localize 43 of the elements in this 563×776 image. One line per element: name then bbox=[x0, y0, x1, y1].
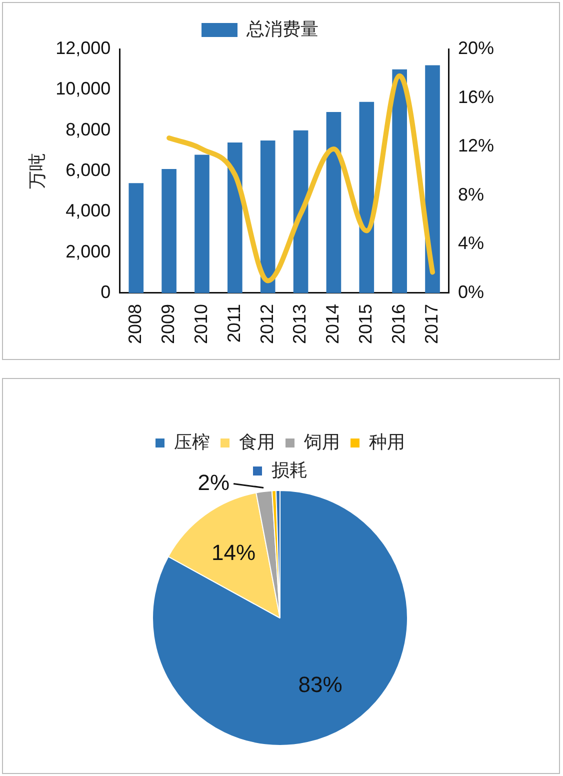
bar bbox=[260, 140, 276, 293]
bar bbox=[128, 183, 144, 293]
y2-tick-label: 20% bbox=[458, 38, 494, 58]
bar bbox=[359, 102, 374, 293]
y2-tick-label: 0% bbox=[458, 282, 484, 302]
y2-tick-label: 12% bbox=[458, 136, 494, 156]
y2-tick-label: 4% bbox=[458, 233, 484, 254]
y-tick-label: 8,000 bbox=[66, 119, 111, 140]
x-tick-label: 2010 bbox=[190, 304, 211, 344]
data-label: 14% bbox=[212, 540, 256, 566]
x-tick-label: 2017 bbox=[421, 304, 442, 344]
bar bbox=[392, 69, 407, 293]
x-tick-label: 2012 bbox=[256, 304, 277, 344]
legend-label: 总消费量 bbox=[246, 18, 318, 39]
y-tick-label: 6,000 bbox=[66, 160, 111, 180]
bar bbox=[228, 142, 242, 293]
x-tick-label: 2015 bbox=[356, 304, 376, 344]
y2-tick-label: 8% bbox=[458, 184, 484, 204]
legend-label: 饲用 bbox=[303, 432, 340, 452]
bar bbox=[425, 65, 440, 293]
y-tick-label: 12,000 bbox=[56, 38, 111, 58]
data-label: 2% bbox=[198, 470, 230, 495]
legend-label: 压榨 bbox=[174, 432, 210, 452]
x-tick-label: 2016 bbox=[388, 304, 409, 344]
x-tick-label: 2013 bbox=[290, 304, 310, 344]
x-tick-label: 2011 bbox=[224, 304, 244, 343]
x-tick-label: 2009 bbox=[158, 304, 178, 344]
data-label: 83% bbox=[298, 672, 342, 698]
bar bbox=[326, 112, 342, 293]
bar bbox=[162, 168, 176, 293]
bar bbox=[293, 130, 308, 293]
legend-label: 食用 bbox=[239, 432, 275, 452]
x-tick-label: 2014 bbox=[322, 304, 343, 344]
y-tick-label: 2,000 bbox=[66, 241, 111, 262]
y-tick-label: 0 bbox=[100, 282, 111, 302]
y-tick-label: 4,000 bbox=[66, 200, 111, 221]
legend-label: 损耗 bbox=[272, 460, 308, 480]
y-tick-label: 10,000 bbox=[56, 78, 111, 99]
y-axis-title: 万吨 bbox=[26, 152, 47, 189]
legend-label: 种用 bbox=[369, 432, 405, 452]
x-tick-label: 2008 bbox=[125, 304, 146, 344]
bar bbox=[194, 154, 210, 293]
y2-tick-label: 16% bbox=[458, 86, 494, 107]
